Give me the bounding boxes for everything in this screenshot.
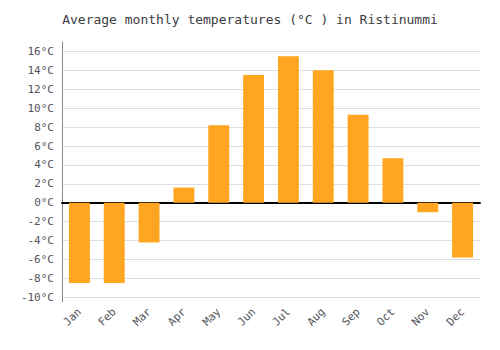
svg-text:Oct: Oct xyxy=(374,305,397,328)
svg-text:12°C: 12°C xyxy=(28,83,55,96)
svg-text:Aug: Aug xyxy=(305,305,328,328)
svg-text:6°C: 6°C xyxy=(34,140,54,153)
svg-text:Jul: Jul xyxy=(270,305,293,328)
svg-text:-6°C: -6°C xyxy=(28,253,55,266)
svg-text:Average monthly temperatures (: Average monthly temperatures (°C ) in Ri… xyxy=(62,12,438,27)
svg-text:10°C: 10°C xyxy=(28,102,55,115)
svg-text:0°C: 0°C xyxy=(34,196,54,209)
svg-text:Dec: Dec xyxy=(444,305,467,328)
svg-text:-10°C: -10°C xyxy=(21,291,54,304)
svg-text:-8°C: -8°C xyxy=(28,272,55,285)
svg-text:Sep: Sep xyxy=(339,305,362,328)
svg-text:2°C: 2°C xyxy=(34,177,54,190)
svg-text:Apr: Apr xyxy=(165,305,188,328)
svg-text:Mar: Mar xyxy=(130,305,153,328)
svg-text:-4°C: -4°C xyxy=(28,234,55,247)
svg-text:Jan: Jan xyxy=(61,305,84,328)
svg-text:8°C: 8°C xyxy=(34,121,54,134)
svg-text:-2°C: -2°C xyxy=(28,215,55,228)
svg-text:Jun: Jun xyxy=(235,305,258,328)
svg-text:14°C: 14°C xyxy=(28,64,55,77)
svg-text:16°C: 16°C xyxy=(28,45,55,58)
svg-text:May: May xyxy=(200,305,223,328)
svg-text:4°C: 4°C xyxy=(34,158,54,171)
svg-text:Feb: Feb xyxy=(96,305,119,328)
svg-text:Nov: Nov xyxy=(409,305,432,328)
